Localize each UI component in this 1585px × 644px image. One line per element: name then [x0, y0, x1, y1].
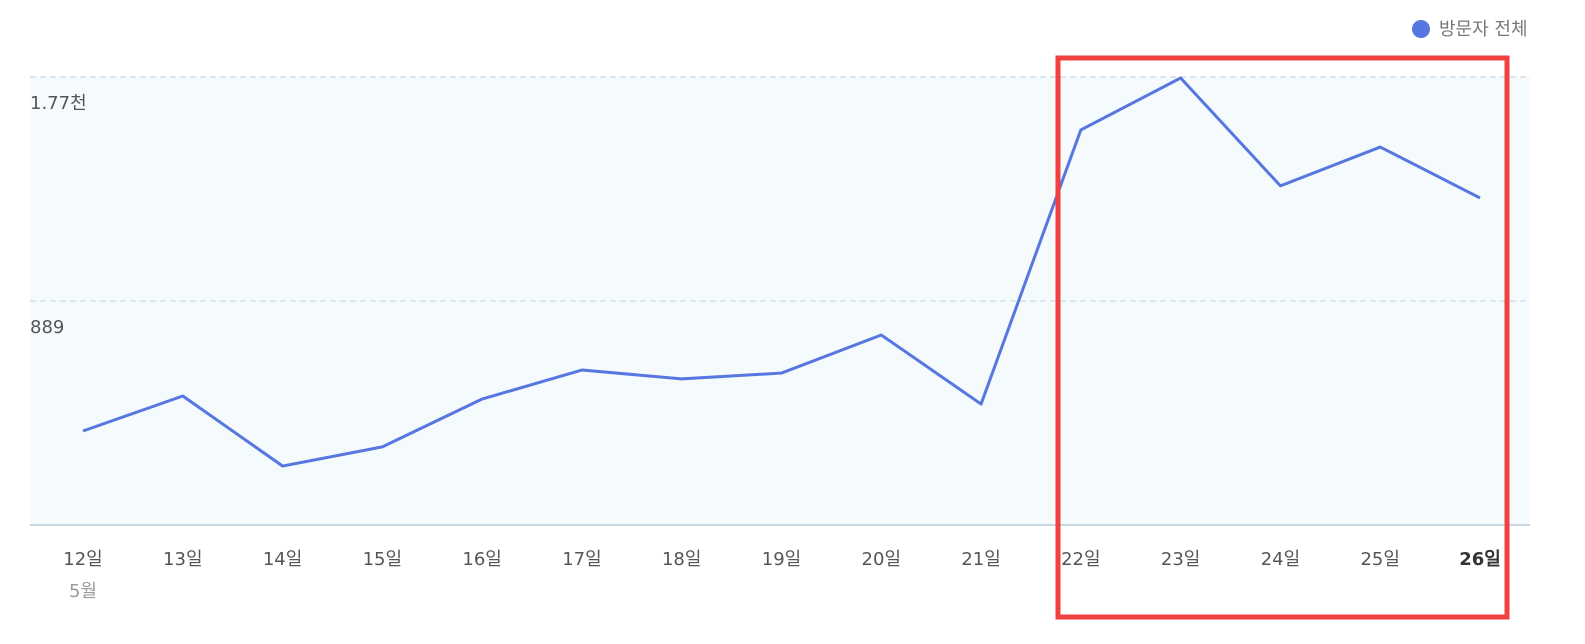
x-tick-label: 19일: [762, 549, 801, 570]
x-tick-label: 21일: [961, 549, 1000, 570]
x-tick-label: 23일: [1161, 549, 1200, 570]
x-tick-label: 18일: [662, 549, 701, 570]
x-tick-label: 20일: [862, 549, 901, 570]
month-label: 5월: [69, 581, 97, 602]
x-tick-label: 13일: [163, 549, 202, 570]
legend-marker: [1412, 20, 1430, 38]
x-tick-label: 24일: [1261, 549, 1300, 570]
y-tick-label: 1.77천: [30, 93, 87, 114]
legend-label: 방문자 전체: [1439, 19, 1528, 40]
x-tick-label: 16일: [462, 549, 501, 570]
y-tick-label: 889: [30, 317, 64, 338]
x-tick-label: 22일: [1061, 549, 1100, 570]
x-tick-label: 17일: [562, 549, 601, 570]
x-tick-label: 26일: [1459, 549, 1501, 570]
x-tick-label: 12일: [63, 549, 102, 570]
x-tick-label: 25일: [1360, 549, 1399, 570]
x-tick-label: 15일: [363, 549, 402, 570]
series-line: [82, 76, 1481, 468]
highlight-box: [1055, 55, 1510, 620]
x-tick-label: 14일: [263, 549, 302, 570]
